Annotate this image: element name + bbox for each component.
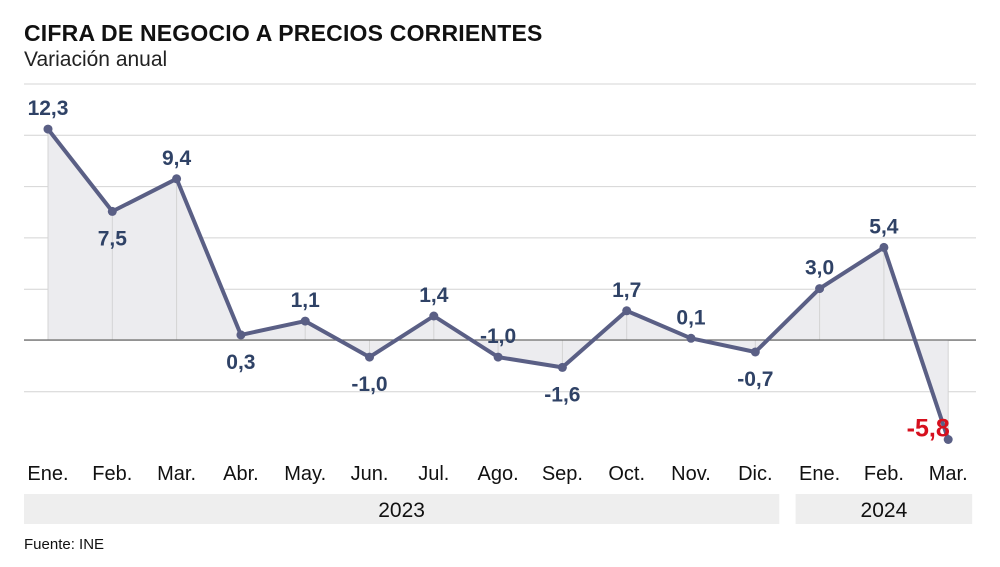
- data-point: [879, 242, 889, 252]
- year-band: [24, 494, 780, 524]
- year-label: 2024: [861, 499, 908, 522]
- month-tick-label: Ene.: [799, 463, 840, 485]
- value-label: -0,7: [737, 368, 773, 391]
- month-tick-label: Feb.: [92, 463, 132, 485]
- data-point: [107, 206, 117, 216]
- source-note: Fuente: INE: [24, 536, 105, 553]
- month-tick-label: Jun.: [351, 463, 389, 485]
- data-point: [557, 362, 567, 372]
- value-label: 5,4: [869, 215, 899, 238]
- year-band: [795, 494, 973, 524]
- month-tick-label: Feb.: [864, 463, 904, 485]
- value-label: -5,8: [907, 415, 950, 443]
- value-label: 1,1: [291, 289, 321, 312]
- month-tick-label: Mar.: [929, 463, 968, 485]
- data-point: [172, 174, 182, 184]
- area-fill: [48, 129, 949, 440]
- month-tick-label: Ene.: [27, 463, 68, 485]
- month-tick-label: Mar.: [157, 463, 196, 485]
- data-point: [943, 435, 953, 444]
- month-tick-label: Jul.: [418, 463, 449, 485]
- data-point: [622, 306, 632, 316]
- value-label: 1,7: [612, 279, 641, 302]
- chart-subtitle: Variación anual: [24, 48, 168, 71]
- value-label: -1,0: [480, 325, 516, 348]
- value-label: 1,4: [419, 284, 449, 307]
- value-label: -1,6: [544, 383, 580, 406]
- value-label: -1,0: [351, 373, 387, 396]
- month-tick-label: Oct.: [608, 463, 645, 485]
- month-tick-label: Abr.: [223, 463, 259, 485]
- month-tick-label: Dic.: [738, 463, 772, 485]
- data-point: [429, 311, 439, 321]
- month-tick-label: Nov.: [671, 463, 711, 485]
- value-label: 0,3: [226, 351, 255, 374]
- data-point: [493, 352, 503, 362]
- value-label: 3,0: [805, 257, 834, 280]
- month-tick-label: Sep.: [542, 463, 583, 485]
- month-tick-label: Ago.: [478, 463, 519, 485]
- value-label: 12,3: [28, 97, 69, 120]
- month-tick-label: May.: [284, 463, 326, 485]
- data-point: [300, 316, 310, 326]
- data-point: [686, 333, 696, 343]
- data-point: [43, 124, 53, 134]
- value-label: 9,4: [162, 147, 192, 170]
- data-point: [750, 347, 760, 357]
- line-chart: 12,3 7,5 9,4 0,3 1,1 -1,0 1,4 -1,0 -1,6 1,7 0,1 -0,…: [24, 83, 976, 524]
- data-point: [815, 284, 825, 294]
- value-label: 0,1: [676, 306, 706, 329]
- year-label: 2023: [378, 499, 425, 522]
- value-label: 7,5: [98, 227, 128, 250]
- data-point: [365, 352, 374, 362]
- chart-title: CIFRA DE NEGOCIO A PRECIOS CORRIENTES: [24, 20, 543, 46]
- data-point: [236, 330, 246, 340]
